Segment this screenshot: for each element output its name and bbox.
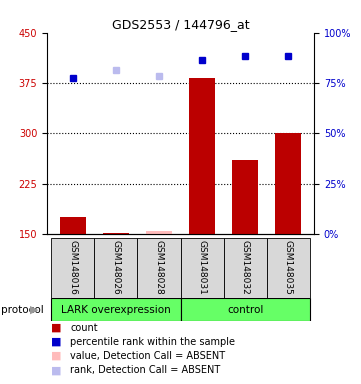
Text: rank, Detection Call = ABSENT: rank, Detection Call = ABSENT bbox=[70, 365, 221, 375]
Text: ■: ■ bbox=[51, 337, 61, 347]
Text: GSM148028: GSM148028 bbox=[155, 240, 164, 295]
Bar bbox=[180, 238, 223, 298]
Text: LARK overexpression: LARK overexpression bbox=[61, 305, 171, 314]
Text: control: control bbox=[227, 305, 263, 314]
Bar bbox=[232, 161, 258, 234]
Text: ■: ■ bbox=[51, 351, 61, 361]
Bar bbox=[146, 231, 172, 234]
Text: protocol: protocol bbox=[1, 305, 43, 314]
Text: value, Detection Call = ABSENT: value, Detection Call = ABSENT bbox=[70, 351, 226, 361]
Text: ■: ■ bbox=[51, 323, 61, 333]
Bar bbox=[103, 233, 129, 234]
Text: GSM148026: GSM148026 bbox=[112, 240, 120, 295]
Text: ▶: ▶ bbox=[30, 305, 39, 314]
Bar bbox=[223, 238, 267, 298]
Bar bbox=[51, 238, 94, 298]
Title: GDS2553 / 144796_at: GDS2553 / 144796_at bbox=[112, 18, 249, 31]
Text: GSM148035: GSM148035 bbox=[284, 240, 293, 295]
Text: GSM148031: GSM148031 bbox=[197, 240, 206, 295]
Bar bbox=[180, 298, 310, 321]
Bar bbox=[267, 238, 310, 298]
Bar bbox=[94, 238, 138, 298]
Text: percentile rank within the sample: percentile rank within the sample bbox=[70, 337, 235, 347]
Text: GSM148032: GSM148032 bbox=[241, 240, 249, 295]
Text: ■: ■ bbox=[51, 365, 61, 375]
Bar bbox=[60, 217, 86, 234]
Text: count: count bbox=[70, 323, 98, 333]
Bar bbox=[51, 298, 180, 321]
Bar bbox=[138, 238, 180, 298]
Bar bbox=[275, 134, 301, 234]
Text: GSM148016: GSM148016 bbox=[68, 240, 77, 295]
Bar bbox=[189, 78, 215, 234]
